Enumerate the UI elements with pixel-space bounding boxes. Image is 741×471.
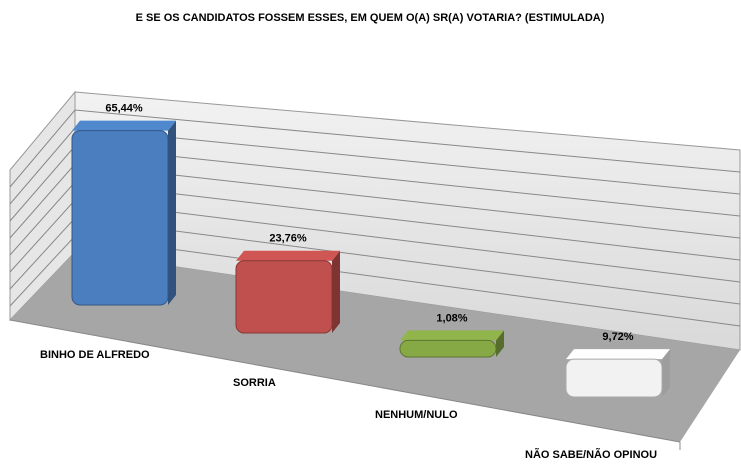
x-tick-label: NENHUM/NULO — [375, 409, 458, 421]
bar-side — [168, 120, 176, 305]
x-tick-label: BINHO DE ALFREDO — [40, 349, 150, 361]
bar-top — [566, 349, 670, 360]
bar-top — [400, 330, 504, 341]
bar-side — [332, 250, 340, 333]
value-label: 65,44% — [105, 103, 143, 115]
value-label: 9,72% — [602, 331, 633, 343]
chart-title: E SE OS CANDIDATOS FOSSEM ESSES, EM QUEM… — [136, 12, 605, 24]
floor — [10, 252, 740, 442]
bar — [235, 250, 340, 334]
bar-side — [662, 349, 670, 397]
bar-front — [71, 130, 169, 306]
x-axis — [9, 319, 681, 443]
bar-front — [235, 260, 333, 334]
bar-front — [565, 358, 663, 398]
x-tick-label: SORRIA — [233, 377, 276, 389]
bar-top — [72, 120, 176, 131]
value-label: 1,08% — [436, 312, 467, 324]
bar-front — [399, 339, 497, 358]
bar-top — [236, 250, 340, 261]
bar — [71, 120, 176, 306]
bar — [399, 330, 504, 358]
bar-side — [496, 330, 504, 357]
bar — [565, 349, 670, 398]
x-tick-label: NÃO SABE/NÃO OPINOU — [525, 448, 657, 461]
value-label: 23,76% — [269, 233, 307, 245]
